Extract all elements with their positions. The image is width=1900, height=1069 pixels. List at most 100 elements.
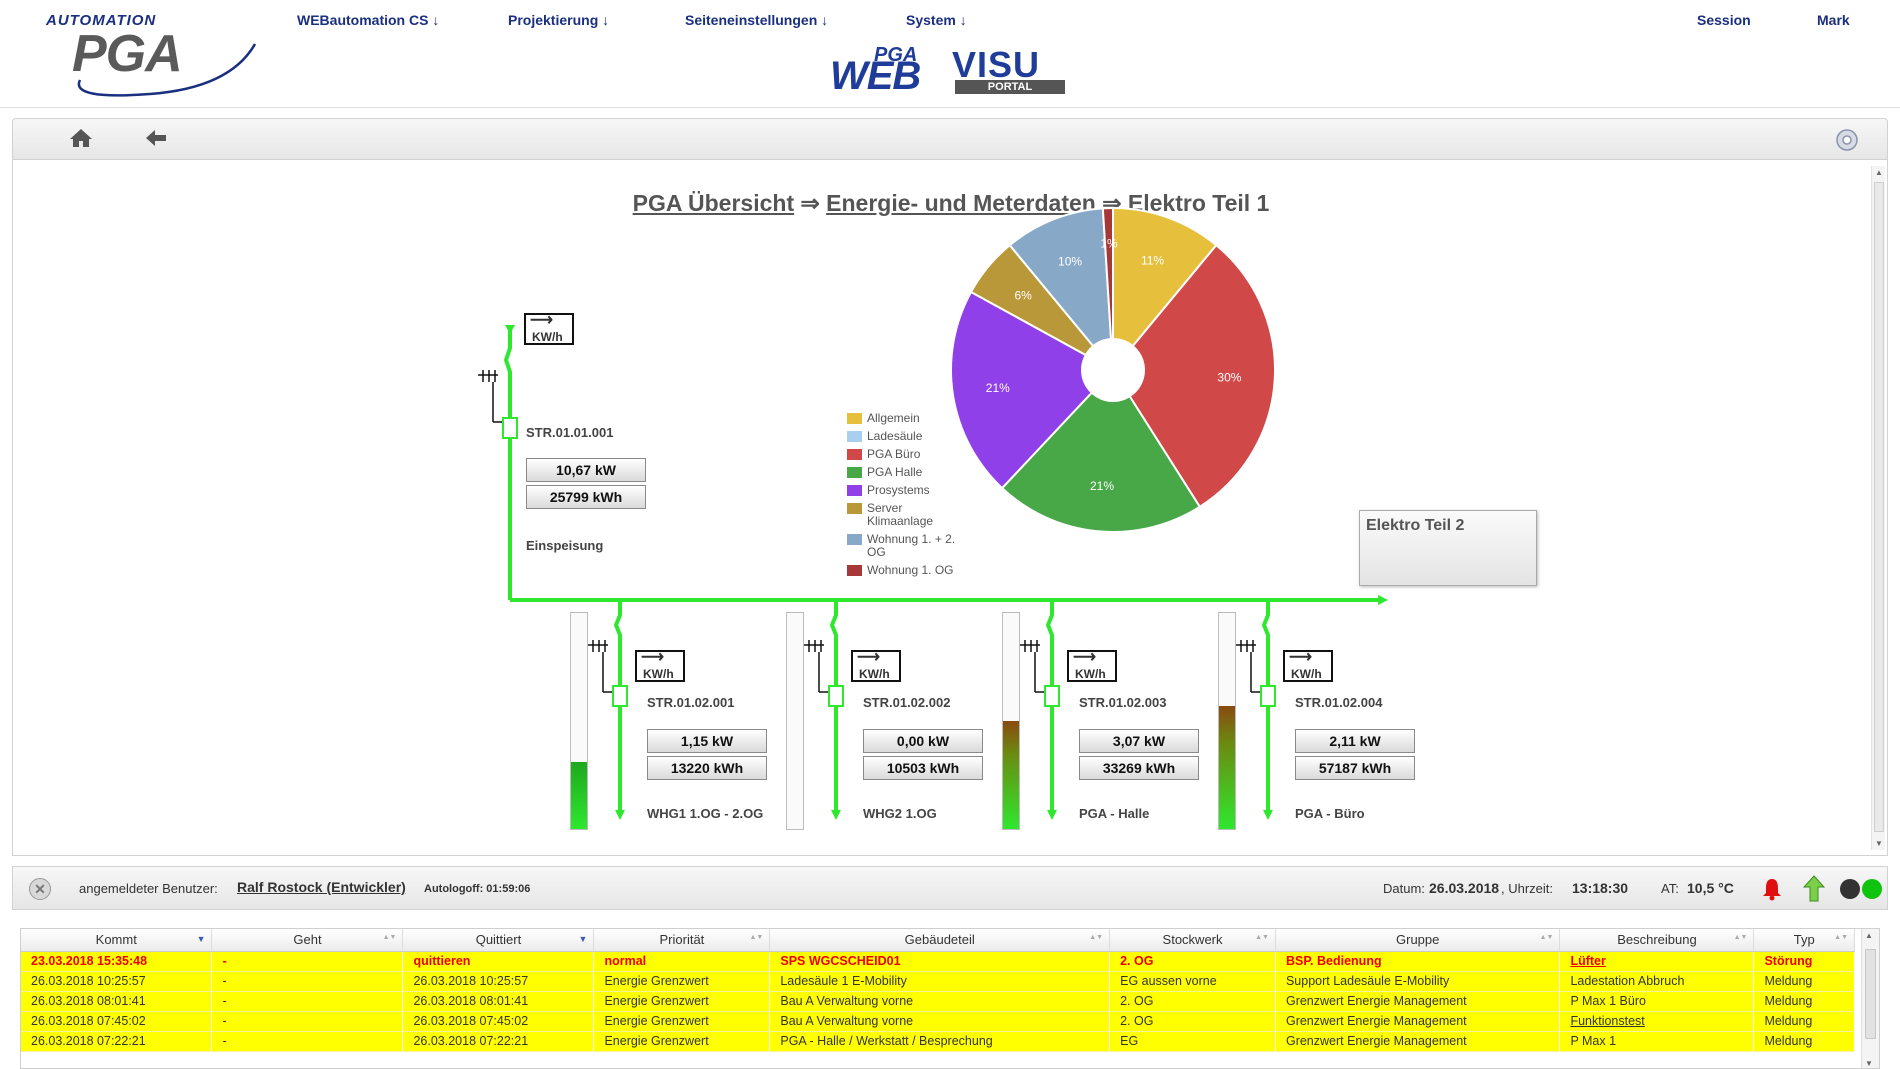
- upload-arrow-icon[interactable]: [1803, 875, 1825, 903]
- scroll-thumb[interactable]: [1874, 182, 1884, 832]
- energy-meter-icon: ⟶ KW/h: [1283, 650, 1333, 682]
- pie-slice[interactable]: [1112, 206, 1218, 373]
- sort-icon[interactable]: ▼: [578, 934, 588, 944]
- sort-icon[interactable]: ▲▼: [382, 934, 397, 941]
- pie-slice-label: 1%: [1100, 237, 1118, 251]
- elektro-teil-2-button[interactable]: Elektro Teil 2: [1359, 510, 1537, 586]
- column-header-label: Priorität: [659, 932, 705, 948]
- user-name-link[interactable]: Ralf Rostock (Entwickler): [237, 879, 406, 895]
- outdoor-temp-label: AT:: [1661, 881, 1679, 896]
- table-cell: 26.03.2018 10:25:57: [402, 971, 595, 992]
- table-cell: Support Ladesäule E-Mobility: [1275, 971, 1561, 992]
- legend-item[interactable]: PGA Halle: [847, 466, 967, 479]
- energy-meter-icon: ⟶ KW/h: [1067, 650, 1117, 682]
- legend-item[interactable]: Allgemein: [847, 412, 967, 425]
- scroll-down-icon[interactable]: ▼: [1875, 839, 1883, 848]
- breaker-icon: [1236, 640, 1263, 693]
- menu-webautomation[interactable]: WEBautomation CS ↓: [297, 12, 440, 28]
- legend-item[interactable]: Wohnung 1. OG: [847, 564, 967, 577]
- scroll-down-icon[interactable]: ▼: [1865, 1059, 1873, 1068]
- sort-icon[interactable]: ▲▼: [1539, 934, 1554, 941]
- sort-icon[interactable]: ▲▼: [1733, 934, 1748, 941]
- scroll-thumb[interactable]: [1865, 949, 1876, 1039]
- table-cell: P Max 1: [1559, 1031, 1755, 1052]
- legend-swatch: [847, 431, 862, 442]
- user-link[interactable]: Mark: [1817, 12, 1850, 28]
- table-cell[interactable]: Funktionstest: [1559, 1011, 1755, 1032]
- menu-seiteneinstellungen[interactable]: Seiteneinstellungen ↓: [685, 12, 829, 28]
- column-header-label: Gruppe: [1396, 932, 1440, 948]
- menu-system[interactable]: System ↓: [906, 12, 967, 28]
- column-header[interactable]: Typ ▲▼: [1753, 929, 1855, 952]
- breadcrumb-separator: ⇒: [794, 190, 827, 216]
- column-header[interactable]: Stockwerk ▲▼: [1109, 929, 1276, 952]
- breaker-icon: [804, 640, 831, 693]
- table-row[interactable]: 26.03.2018 07:45:02-26.03.2018 07:45:02 E…: [21, 1011, 1855, 1032]
- column-header[interactable]: Beschreibung ▲▼: [1559, 929, 1755, 952]
- status-bar: ✕ angemeldeter Benutzer: Ralf Rostock (E…: [12, 866, 1888, 910]
- table-cell: Ladestation Abbruch: [1559, 971, 1755, 992]
- table-row[interactable]: 26.03.2018 07:22:21-26.03.2018 07:22:21 E…: [21, 1031, 1855, 1052]
- table-cell: Ladesäule 1 E-Mobility: [769, 971, 1111, 992]
- main-scrollbar[interactable]: ▲ ▼: [1871, 166, 1885, 850]
- alarm-scrollbar[interactable]: ▲ ▼: [1861, 929, 1879, 1068]
- column-header[interactable]: Kommt ▼: [21, 929, 213, 952]
- pie-slice[interactable]: [1000, 368, 1202, 533]
- back-arrow-icon[interactable]: [144, 127, 168, 149]
- scroll-up-icon[interactable]: ▲: [1875, 168, 1883, 177]
- table-row[interactable]: 26.03.2018 08:01:41-26.03.2018 08:01:41 E…: [21, 991, 1855, 1012]
- pie-slice[interactable]: [1101, 206, 1114, 371]
- menu-projektierung[interactable]: Projektierung ↓: [508, 12, 610, 28]
- single-line-diagram: [478, 325, 1388, 820]
- legend-item[interactable]: PGA Büro: [847, 448, 967, 461]
- legend-label: Wohnung 1. OG: [867, 563, 954, 577]
- table-cell: Energie Grenzwert: [593, 971, 771, 992]
- table-cell: 26.03.2018 07:45:02: [402, 1011, 595, 1032]
- column-header[interactable]: Quittiert ▼: [402, 929, 595, 952]
- logo-main-text: PGA: [72, 25, 183, 83]
- table-cell: 26.03.2018 07:45:02: [21, 1011, 213, 1032]
- meter-label: PGA - Büro: [1295, 806, 1365, 821]
- legend-item[interactable]: Server Klimaanlage: [847, 502, 967, 528]
- alarm-bell-icon[interactable]: [1761, 877, 1783, 901]
- scroll-up-icon[interactable]: ▲: [1865, 931, 1873, 940]
- toolbar: [12, 118, 1888, 160]
- breadcrumb-link-energie[interactable]: Energie- und Meterdaten: [826, 190, 1096, 216]
- gear-icon[interactable]: [1835, 128, 1859, 152]
- branch-arrow-icon: [1263, 810, 1273, 820]
- load-level-fill: [1003, 721, 1019, 829]
- close-icon[interactable]: ✕: [29, 878, 51, 900]
- energy-pie-chart: 11% 30% 21% 21% 6% 10% 1%: [950, 206, 1276, 533]
- legend-item[interactable]: Wohnung 1. + 2. OG: [847, 533, 967, 559]
- sort-icon[interactable]: ▲▼: [1834, 934, 1848, 941]
- legend-swatch: [847, 503, 862, 514]
- table-cell: PGA - Halle / Werkstatt / Besprechung: [769, 1031, 1111, 1052]
- sort-icon[interactable]: ▲▼: [1255, 934, 1269, 941]
- sort-icon[interactable]: ▼: [196, 934, 206, 944]
- pie-slice[interactable]: [950, 290, 1115, 490]
- meter-sensor-icon: [1260, 685, 1276, 707]
- legend-item[interactable]: Ladesäule: [847, 430, 967, 443]
- sort-icon[interactable]: ▲▼: [1089, 934, 1104, 941]
- sort-icon[interactable]: ▲▼: [749, 934, 764, 941]
- table-row[interactable]: 23.03.2018 15:35:48- quittieren normal SPS …: [21, 951, 1855, 972]
- load-level-fill: [1219, 705, 1235, 829]
- meter-power-value: 0,00 kW: [863, 729, 983, 753]
- column-header[interactable]: Geht ▲▼: [211, 929, 404, 952]
- legend-item[interactable]: Prosystems: [847, 484, 967, 497]
- pga-logo[interactable]: AUTOMATION PGA: [40, 10, 270, 97]
- column-header[interactable]: Gruppe ▲▼: [1275, 929, 1561, 952]
- column-header[interactable]: Priorität ▲▼: [593, 929, 771, 952]
- pie-slice[interactable]: [1008, 207, 1115, 374]
- meter-id: STR.01.02.004: [1295, 695, 1383, 710]
- pie-slice[interactable]: [1111, 243, 1276, 509]
- table-row[interactable]: 26.03.2018 10:25:57-26.03.2018 10:25:57 E…: [21, 971, 1855, 992]
- session-link[interactable]: Session: [1697, 12, 1751, 28]
- legend-swatch: [847, 467, 862, 478]
- table-cell: P Max 1 Büro: [1559, 991, 1755, 1012]
- table-cell[interactable]: Lüfter: [1559, 951, 1755, 972]
- pie-slice-label: 11%: [1141, 253, 1164, 267]
- home-icon[interactable]: [68, 127, 94, 149]
- breadcrumb-link-pga-uebersicht[interactable]: PGA Übersicht: [632, 190, 795, 216]
- column-header[interactable]: Gebäudeteil ▲▼: [769, 929, 1111, 952]
